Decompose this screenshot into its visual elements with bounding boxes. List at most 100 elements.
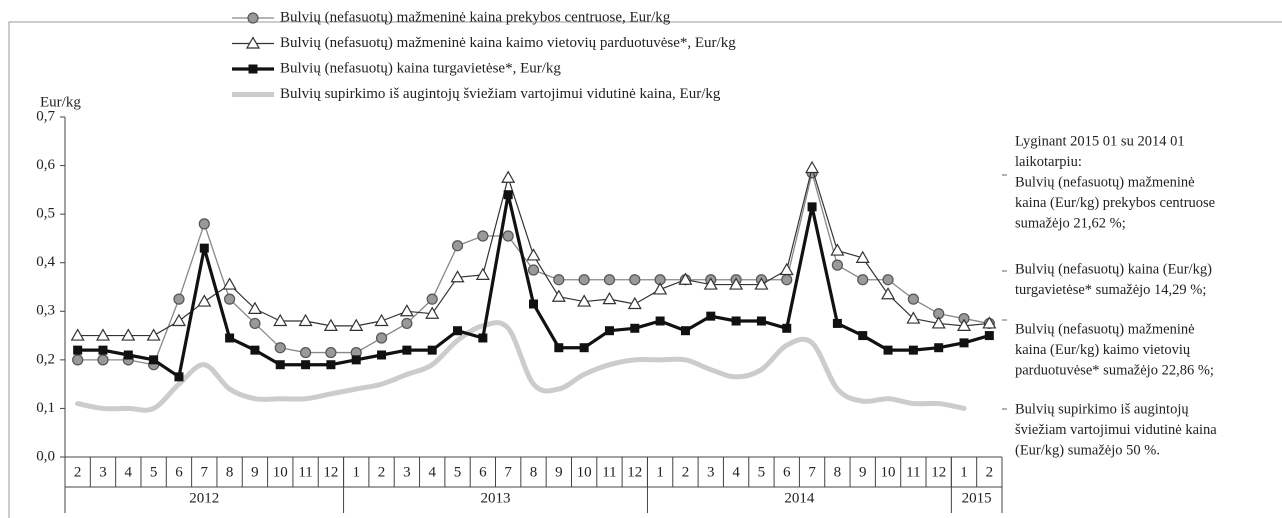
legend-label: Bulvių (nefasuotų) mažmeninė kaina preky… — [280, 9, 671, 25]
point — [603, 274, 616, 286]
point — [908, 345, 918, 355]
point — [275, 360, 285, 370]
x-tick-label: 9 — [859, 464, 867, 480]
note-text: Bulvių (nefasuotų) mažmeninė — [1015, 321, 1195, 337]
point — [731, 316, 741, 326]
year-label: 2012 — [189, 490, 219, 506]
x-tick-label: 8 — [834, 464, 842, 480]
point — [375, 332, 388, 344]
note-text: kaina (Eur/kg) prekybos centruose — [1015, 195, 1215, 211]
point — [149, 355, 159, 365]
x-tick-label: 3 — [99, 464, 107, 480]
point — [729, 277, 744, 290]
x-tick-label: 6 — [783, 464, 791, 480]
point — [907, 293, 919, 305]
point — [627, 296, 642, 310]
point — [984, 331, 994, 341]
point — [450, 270, 465, 283]
point — [934, 343, 944, 353]
point — [604, 326, 614, 336]
point — [401, 317, 413, 330]
x-tick-label: 10 — [273, 464, 288, 480]
x-tick-label: 9 — [555, 464, 563, 480]
point — [881, 287, 896, 300]
note-text: kaina (Eur/kg) kaimo vietovių — [1015, 342, 1191, 358]
x-tick-label: 11 — [602, 464, 616, 480]
point — [274, 342, 286, 354]
x-tick-label: 5 — [758, 464, 766, 480]
y-axis-label: Eur/kg — [40, 94, 81, 110]
point — [502, 230, 514, 242]
x-tick-label: 1 — [656, 464, 664, 480]
note-text: Bulvių supirkimo iš augintojų — [1015, 401, 1189, 417]
note-text: Bulvių (nefasuotų) kaina (Eur/kg) — [1015, 261, 1212, 277]
point — [855, 250, 870, 263]
legend-marker — [245, 36, 261, 49]
point — [425, 306, 440, 319]
point — [602, 291, 617, 305]
point — [224, 293, 236, 305]
point — [655, 316, 665, 326]
point — [706, 311, 716, 321]
point — [779, 262, 794, 276]
x-tick-label: 9 — [251, 464, 259, 480]
point — [807, 202, 817, 212]
point — [249, 317, 261, 330]
y-tick-label: 0,4 — [36, 254, 55, 270]
x-tick-label: 4 — [428, 464, 436, 480]
point — [298, 313, 313, 327]
point — [906, 311, 921, 324]
note-text: Bulvių (nefasuotų) mažmeninė — [1015, 174, 1195, 190]
point — [323, 318, 338, 331]
point — [95, 328, 111, 341]
point — [883, 345, 893, 355]
x-tick-label: 8 — [226, 464, 234, 480]
y-tick-label: 0,5 — [36, 206, 55, 222]
point — [247, 301, 262, 314]
point — [529, 299, 538, 309]
note-connectors — [1002, 174, 1010, 410]
point — [171, 313, 186, 327]
point — [754, 277, 769, 290]
point — [554, 343, 564, 353]
point — [478, 333, 488, 343]
point — [882, 274, 894, 286]
x-tick-label: 2 — [986, 464, 994, 480]
x-tick-label: 2 — [682, 464, 690, 480]
point — [527, 264, 540, 276]
point — [374, 313, 389, 327]
point — [630, 323, 640, 333]
series-line — [75, 320, 967, 413]
x-tick-label: 2 — [378, 464, 386, 480]
point — [299, 346, 312, 359]
point — [477, 230, 489, 242]
x-tick-label: 5 — [454, 464, 462, 480]
x-tick-label: 11 — [298, 464, 312, 480]
x-tick-label: 3 — [403, 464, 411, 480]
point — [146, 328, 161, 341]
point — [399, 304, 414, 317]
x-tick-label: 11 — [906, 464, 920, 480]
point — [756, 316, 766, 326]
point — [577, 294, 592, 307]
point — [503, 190, 513, 200]
x-tick-label: 6 — [479, 464, 487, 480]
point — [121, 328, 136, 341]
x-tick-label: 6 — [175, 464, 183, 480]
point — [578, 274, 590, 286]
point — [931, 316, 946, 329]
point — [579, 343, 589, 353]
point — [703, 277, 718, 290]
series-line — [76, 193, 991, 379]
x-tick-label: 4 — [732, 464, 740, 480]
note-text: Lyginant 2015 01 su 2014 01 — [1015, 133, 1185, 149]
point — [426, 293, 438, 305]
point — [553, 274, 565, 286]
point — [805, 160, 820, 174]
point — [98, 345, 108, 355]
point — [653, 282, 668, 295]
note-text: parduotuvėse* sumažėjo 22,86 %; — [1015, 362, 1214, 378]
point — [501, 170, 516, 183]
x-tick-label: 1 — [960, 464, 968, 480]
